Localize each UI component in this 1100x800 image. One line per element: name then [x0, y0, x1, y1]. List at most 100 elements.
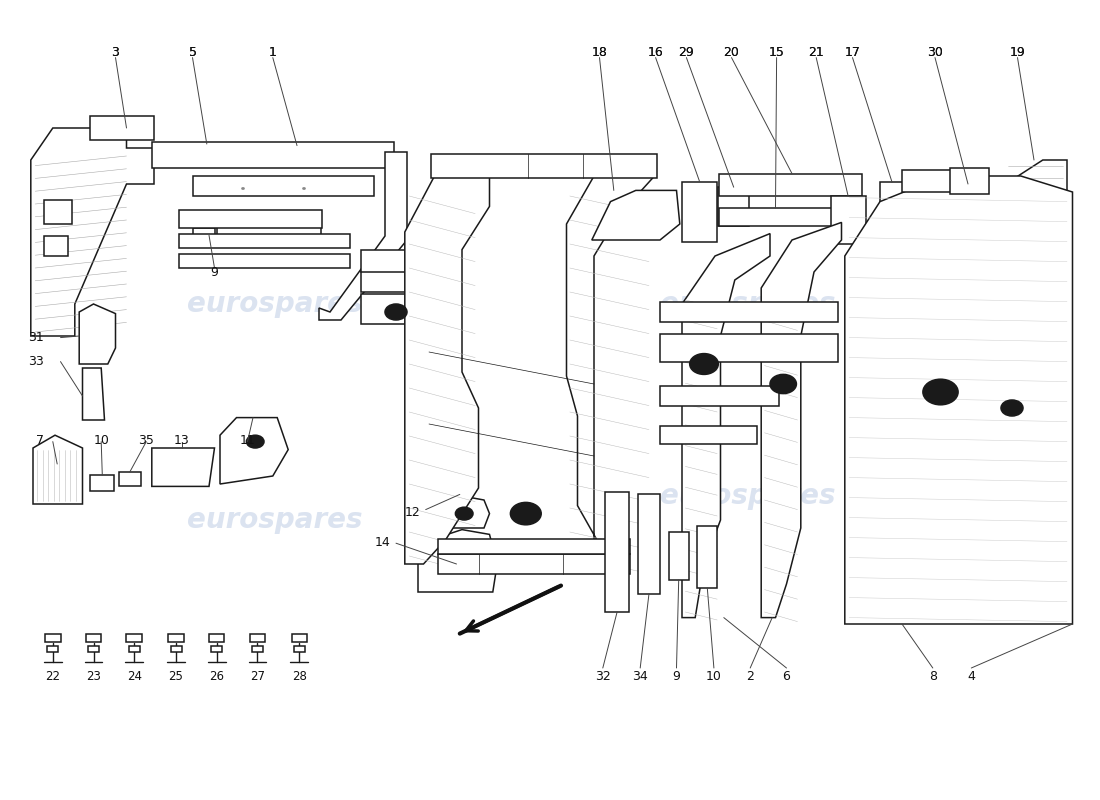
Bar — [90, 116, 154, 140]
Text: 18: 18 — [592, 46, 607, 59]
Text: 27: 27 — [250, 670, 265, 683]
Text: 16: 16 — [648, 46, 663, 59]
Bar — [252, 646, 263, 652]
Text: 29: 29 — [679, 46, 694, 58]
Text: 10: 10 — [706, 670, 722, 682]
Bar — [682, 182, 717, 242]
Circle shape — [510, 502, 541, 525]
Text: eurospares: eurospares — [187, 290, 363, 318]
Text: 2: 2 — [746, 670, 755, 682]
Text: 11: 11 — [240, 434, 255, 447]
Text: 9: 9 — [672, 670, 681, 682]
Polygon shape — [418, 530, 497, 592]
Bar — [44, 200, 72, 224]
Text: 1: 1 — [268, 46, 277, 59]
Text: 3: 3 — [111, 46, 120, 58]
Circle shape — [923, 379, 958, 405]
Text: 5: 5 — [188, 46, 197, 58]
Text: 7: 7 — [36, 434, 44, 447]
Text: 33: 33 — [29, 355, 44, 368]
Circle shape — [246, 435, 264, 448]
Circle shape — [385, 304, 407, 320]
Polygon shape — [845, 176, 1072, 624]
Circle shape — [1001, 400, 1023, 416]
Bar — [211, 646, 222, 652]
Text: 20: 20 — [724, 46, 739, 59]
Text: 19: 19 — [1010, 46, 1025, 59]
Text: 9: 9 — [210, 266, 219, 278]
Bar — [660, 334, 838, 362]
Polygon shape — [220, 418, 288, 484]
Text: 28: 28 — [292, 670, 307, 683]
Text: 30: 30 — [927, 46, 943, 58]
Bar — [192, 228, 215, 242]
Bar — [294, 646, 305, 652]
Text: 21: 21 — [808, 46, 824, 59]
Bar — [168, 634, 184, 642]
Text: 15: 15 — [769, 46, 784, 58]
Text: 14: 14 — [375, 536, 390, 549]
Bar — [179, 234, 350, 248]
Bar — [126, 634, 142, 642]
Bar — [179, 254, 350, 268]
Circle shape — [770, 374, 796, 394]
Polygon shape — [31, 128, 154, 336]
Circle shape — [455, 507, 473, 520]
Text: 34: 34 — [632, 670, 648, 682]
Bar — [431, 154, 657, 178]
Text: eurospares: eurospares — [660, 482, 836, 510]
Text: 12: 12 — [405, 506, 420, 518]
Text: 31: 31 — [29, 331, 44, 344]
Polygon shape — [79, 304, 116, 364]
Bar — [152, 142, 394, 168]
Bar — [250, 634, 265, 642]
Text: 35: 35 — [139, 434, 154, 447]
Bar — [179, 210, 322, 228]
Bar — [90, 475, 114, 491]
Bar — [88, 646, 99, 652]
Polygon shape — [82, 368, 104, 420]
Text: 17: 17 — [845, 46, 860, 58]
Text: 6: 6 — [782, 670, 791, 682]
Polygon shape — [405, 176, 490, 564]
Text: 1: 1 — [268, 46, 277, 58]
Text: 19: 19 — [1010, 46, 1025, 58]
Text: 30: 30 — [927, 46, 943, 59]
Bar — [361, 270, 425, 292]
Bar — [830, 196, 866, 244]
Bar — [660, 386, 779, 406]
Text: 18: 18 — [592, 46, 607, 58]
Text: 16: 16 — [648, 46, 663, 58]
Bar — [119, 472, 141, 486]
Text: eurospares: eurospares — [660, 290, 836, 318]
Bar — [45, 634, 60, 642]
Bar — [361, 250, 425, 272]
Text: 10: 10 — [94, 434, 109, 447]
Bar — [292, 634, 307, 642]
Text: eurospares: eurospares — [187, 506, 363, 534]
Bar — [660, 302, 838, 322]
Text: 15: 15 — [769, 46, 784, 59]
Bar — [438, 539, 630, 554]
Text: 26: 26 — [209, 670, 224, 683]
Text: 5: 5 — [188, 46, 197, 59]
Polygon shape — [1003, 160, 1067, 254]
Bar — [669, 532, 689, 580]
Bar — [217, 226, 321, 242]
Text: 24: 24 — [126, 670, 142, 683]
Polygon shape — [566, 176, 654, 564]
Text: 25: 25 — [168, 670, 184, 683]
Polygon shape — [933, 184, 992, 240]
Polygon shape — [33, 435, 82, 504]
Bar — [129, 646, 140, 652]
Bar — [605, 492, 629, 612]
Text: 13: 13 — [174, 434, 189, 447]
Bar — [902, 170, 955, 192]
Polygon shape — [592, 190, 680, 240]
Text: 4: 4 — [967, 670, 976, 682]
Polygon shape — [319, 152, 407, 320]
Bar — [192, 176, 374, 196]
Bar — [660, 426, 757, 444]
Text: 8: 8 — [928, 670, 937, 682]
Polygon shape — [761, 222, 842, 618]
